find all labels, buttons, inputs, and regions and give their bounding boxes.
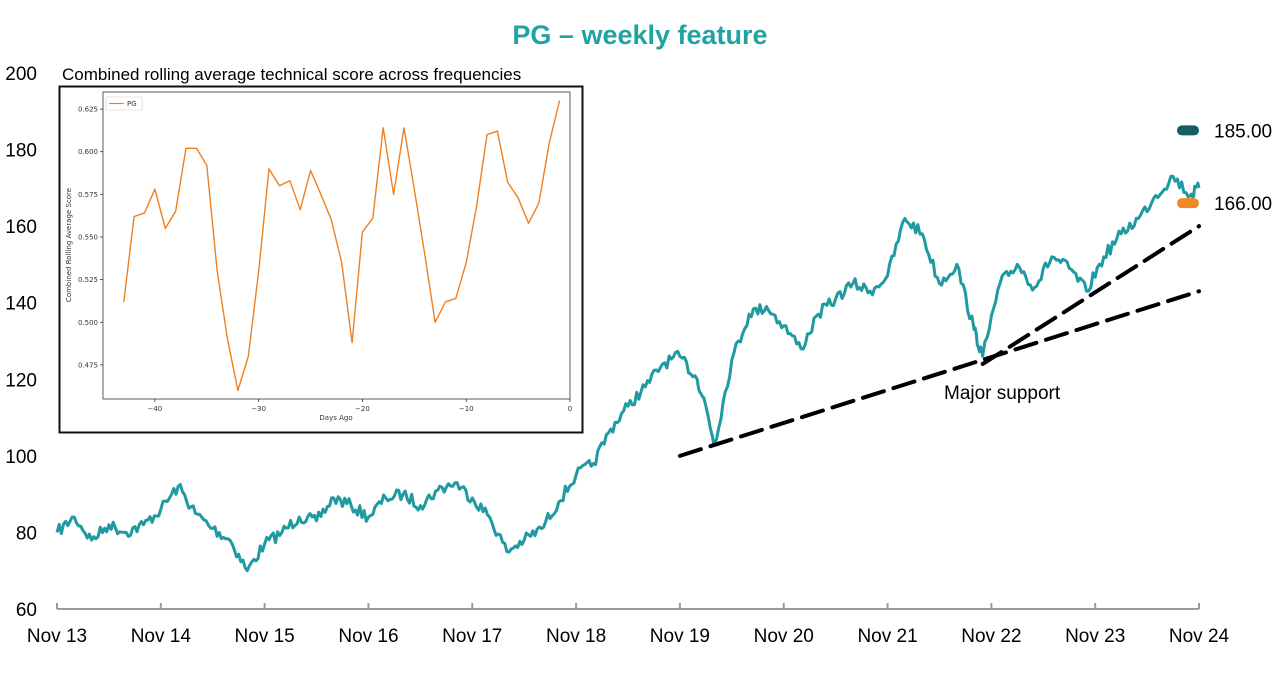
inset-x-axis: −40 −30 −20 −10 0: [147, 399, 572, 413]
inset-x-tick-label: −10: [459, 405, 474, 413]
inset-chart-title: Combined rolling average technical score…: [62, 65, 521, 84]
y-tick-label: 180: [5, 141, 37, 162]
target-marker: [1177, 125, 1199, 136]
x-tick-label: Nov 19: [650, 626, 710, 647]
inset-plot-area: [102, 91, 571, 400]
x-axis: Nov 13 Nov 14 Nov 15 Nov 16 Nov 17 Nov 18 Nov …: [27, 603, 1230, 647]
y-tick-label: 100: [5, 447, 37, 468]
inset-y-tick-label: 0.550: [78, 233, 98, 241]
inset-y-tick-label: 0.575: [78, 191, 98, 199]
inset-legend-label: PG: [127, 100, 137, 108]
inset-y-tick-label: 0.525: [78, 276, 98, 284]
target-marker: [1177, 198, 1199, 209]
target-label: 185.00: [1214, 121, 1272, 142]
x-tick-label: Nov 24: [1169, 626, 1230, 647]
inset-chart: Combined rolling average technical score…: [58, 65, 584, 434]
price-line: [55, 174, 1201, 573]
y-tick-label: 160: [5, 217, 37, 238]
annotation-major-support: Major support: [944, 383, 1061, 404]
inset-x-tick-label: 0: [568, 405, 572, 413]
y-tick-label: 200: [5, 64, 37, 85]
x-tick-label: Nov 15: [235, 626, 295, 647]
y-tick-label: 140: [5, 294, 37, 315]
trendline: [677, 289, 1201, 458]
x-tick-label: Nov 17: [442, 626, 502, 647]
x-tick-label: Nov 20: [754, 626, 814, 647]
trendline: [980, 224, 1201, 366]
x-tick-label: Nov 16: [338, 626, 398, 647]
inset-x-tick-label: −40: [147, 405, 162, 413]
y-tick-label: 120: [5, 370, 37, 391]
price-targets: 185.00 166.00: [1177, 121, 1272, 215]
inset-y-tick-label: 0.600: [78, 148, 98, 156]
inset-y-axis: 0.475 0.500 0.525 0.550 0.575 0.600 0.625: [78, 106, 103, 369]
chart-title: PG – weekly feature: [512, 20, 767, 50]
y-tick-label: 60: [16, 600, 37, 621]
inset-series: [123, 100, 561, 392]
trendlines: [677, 224, 1201, 458]
x-tick-label: Nov 21: [857, 626, 917, 647]
inset-x-tick-label: −30: [251, 405, 266, 413]
inset-y-tick-label: 0.625: [78, 106, 98, 114]
x-tick-label: Nov 18: [546, 626, 606, 647]
x-tick-label: Nov 14: [131, 626, 192, 647]
price-series: [55, 174, 1201, 573]
x-tick-label: Nov 22: [961, 626, 1021, 647]
x-tick-label: Nov 23: [1065, 626, 1125, 647]
inset-x-tick-label: −20: [355, 405, 370, 413]
y-axis: 60 80 100 120 140 160 180 200: [5, 64, 37, 621]
x-tick-label: Nov 13: [27, 626, 87, 647]
inset-y-tick-label: 0.500: [78, 319, 98, 327]
y-tick-label: 80: [16, 523, 37, 544]
inset-y-tick-label: 0.475: [78, 361, 98, 369]
target-label: 166.00: [1214, 194, 1272, 215]
inset-line-pg: [123, 100, 561, 392]
inset-y-label: Combined Rolling Average Score: [65, 188, 73, 302]
inset-x-label: Days Ago: [319, 414, 352, 422]
